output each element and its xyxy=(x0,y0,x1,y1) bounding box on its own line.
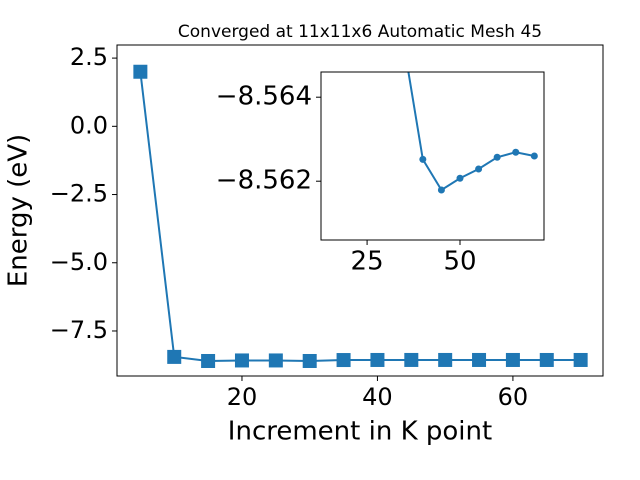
marker xyxy=(539,352,554,367)
axes-frame xyxy=(320,71,545,241)
y-tick-label: −7.5 xyxy=(50,316,108,344)
x-tick-label: 25 xyxy=(351,247,384,277)
marker xyxy=(336,353,351,368)
y-tick-label: −8.564 xyxy=(216,82,312,112)
x-tick-label: 50 xyxy=(443,247,476,277)
marker xyxy=(512,148,520,156)
marker xyxy=(456,174,464,182)
marker xyxy=(401,43,408,50)
x-axis-label: Increment in K point xyxy=(228,417,492,447)
marker xyxy=(268,353,283,368)
plot-area xyxy=(401,43,538,194)
marker xyxy=(475,165,483,173)
marker xyxy=(505,352,520,367)
y-tick-label: 0.0 xyxy=(70,111,108,139)
axes-frame xyxy=(116,44,604,377)
marker xyxy=(167,349,182,364)
y-tick-label: −8.562 xyxy=(216,166,312,196)
marker xyxy=(404,352,419,367)
inset-background xyxy=(321,72,544,240)
marker xyxy=(493,153,501,161)
marker xyxy=(437,186,445,194)
marker xyxy=(438,352,453,367)
marker xyxy=(530,152,538,160)
marker xyxy=(370,352,385,367)
marker xyxy=(472,352,487,367)
x-tick-label: 60 xyxy=(498,383,529,411)
x-tick-label: 40 xyxy=(362,383,393,411)
marker xyxy=(419,155,427,163)
marker xyxy=(573,352,588,367)
marker xyxy=(234,353,249,368)
plot-area xyxy=(133,64,588,368)
y-tick-label: 2.5 xyxy=(70,43,108,71)
marker xyxy=(302,353,317,368)
y-axis-label: Energy (eV) xyxy=(4,134,34,287)
y-tick-label: −5.0 xyxy=(50,248,108,276)
chart-title: Converged at 11x11x6 Automatic Mesh 45 xyxy=(178,22,542,42)
marker xyxy=(133,64,148,79)
marker xyxy=(201,353,216,368)
x-tick-label: 20 xyxy=(227,383,258,411)
y-tick-label: −2.5 xyxy=(50,180,108,208)
